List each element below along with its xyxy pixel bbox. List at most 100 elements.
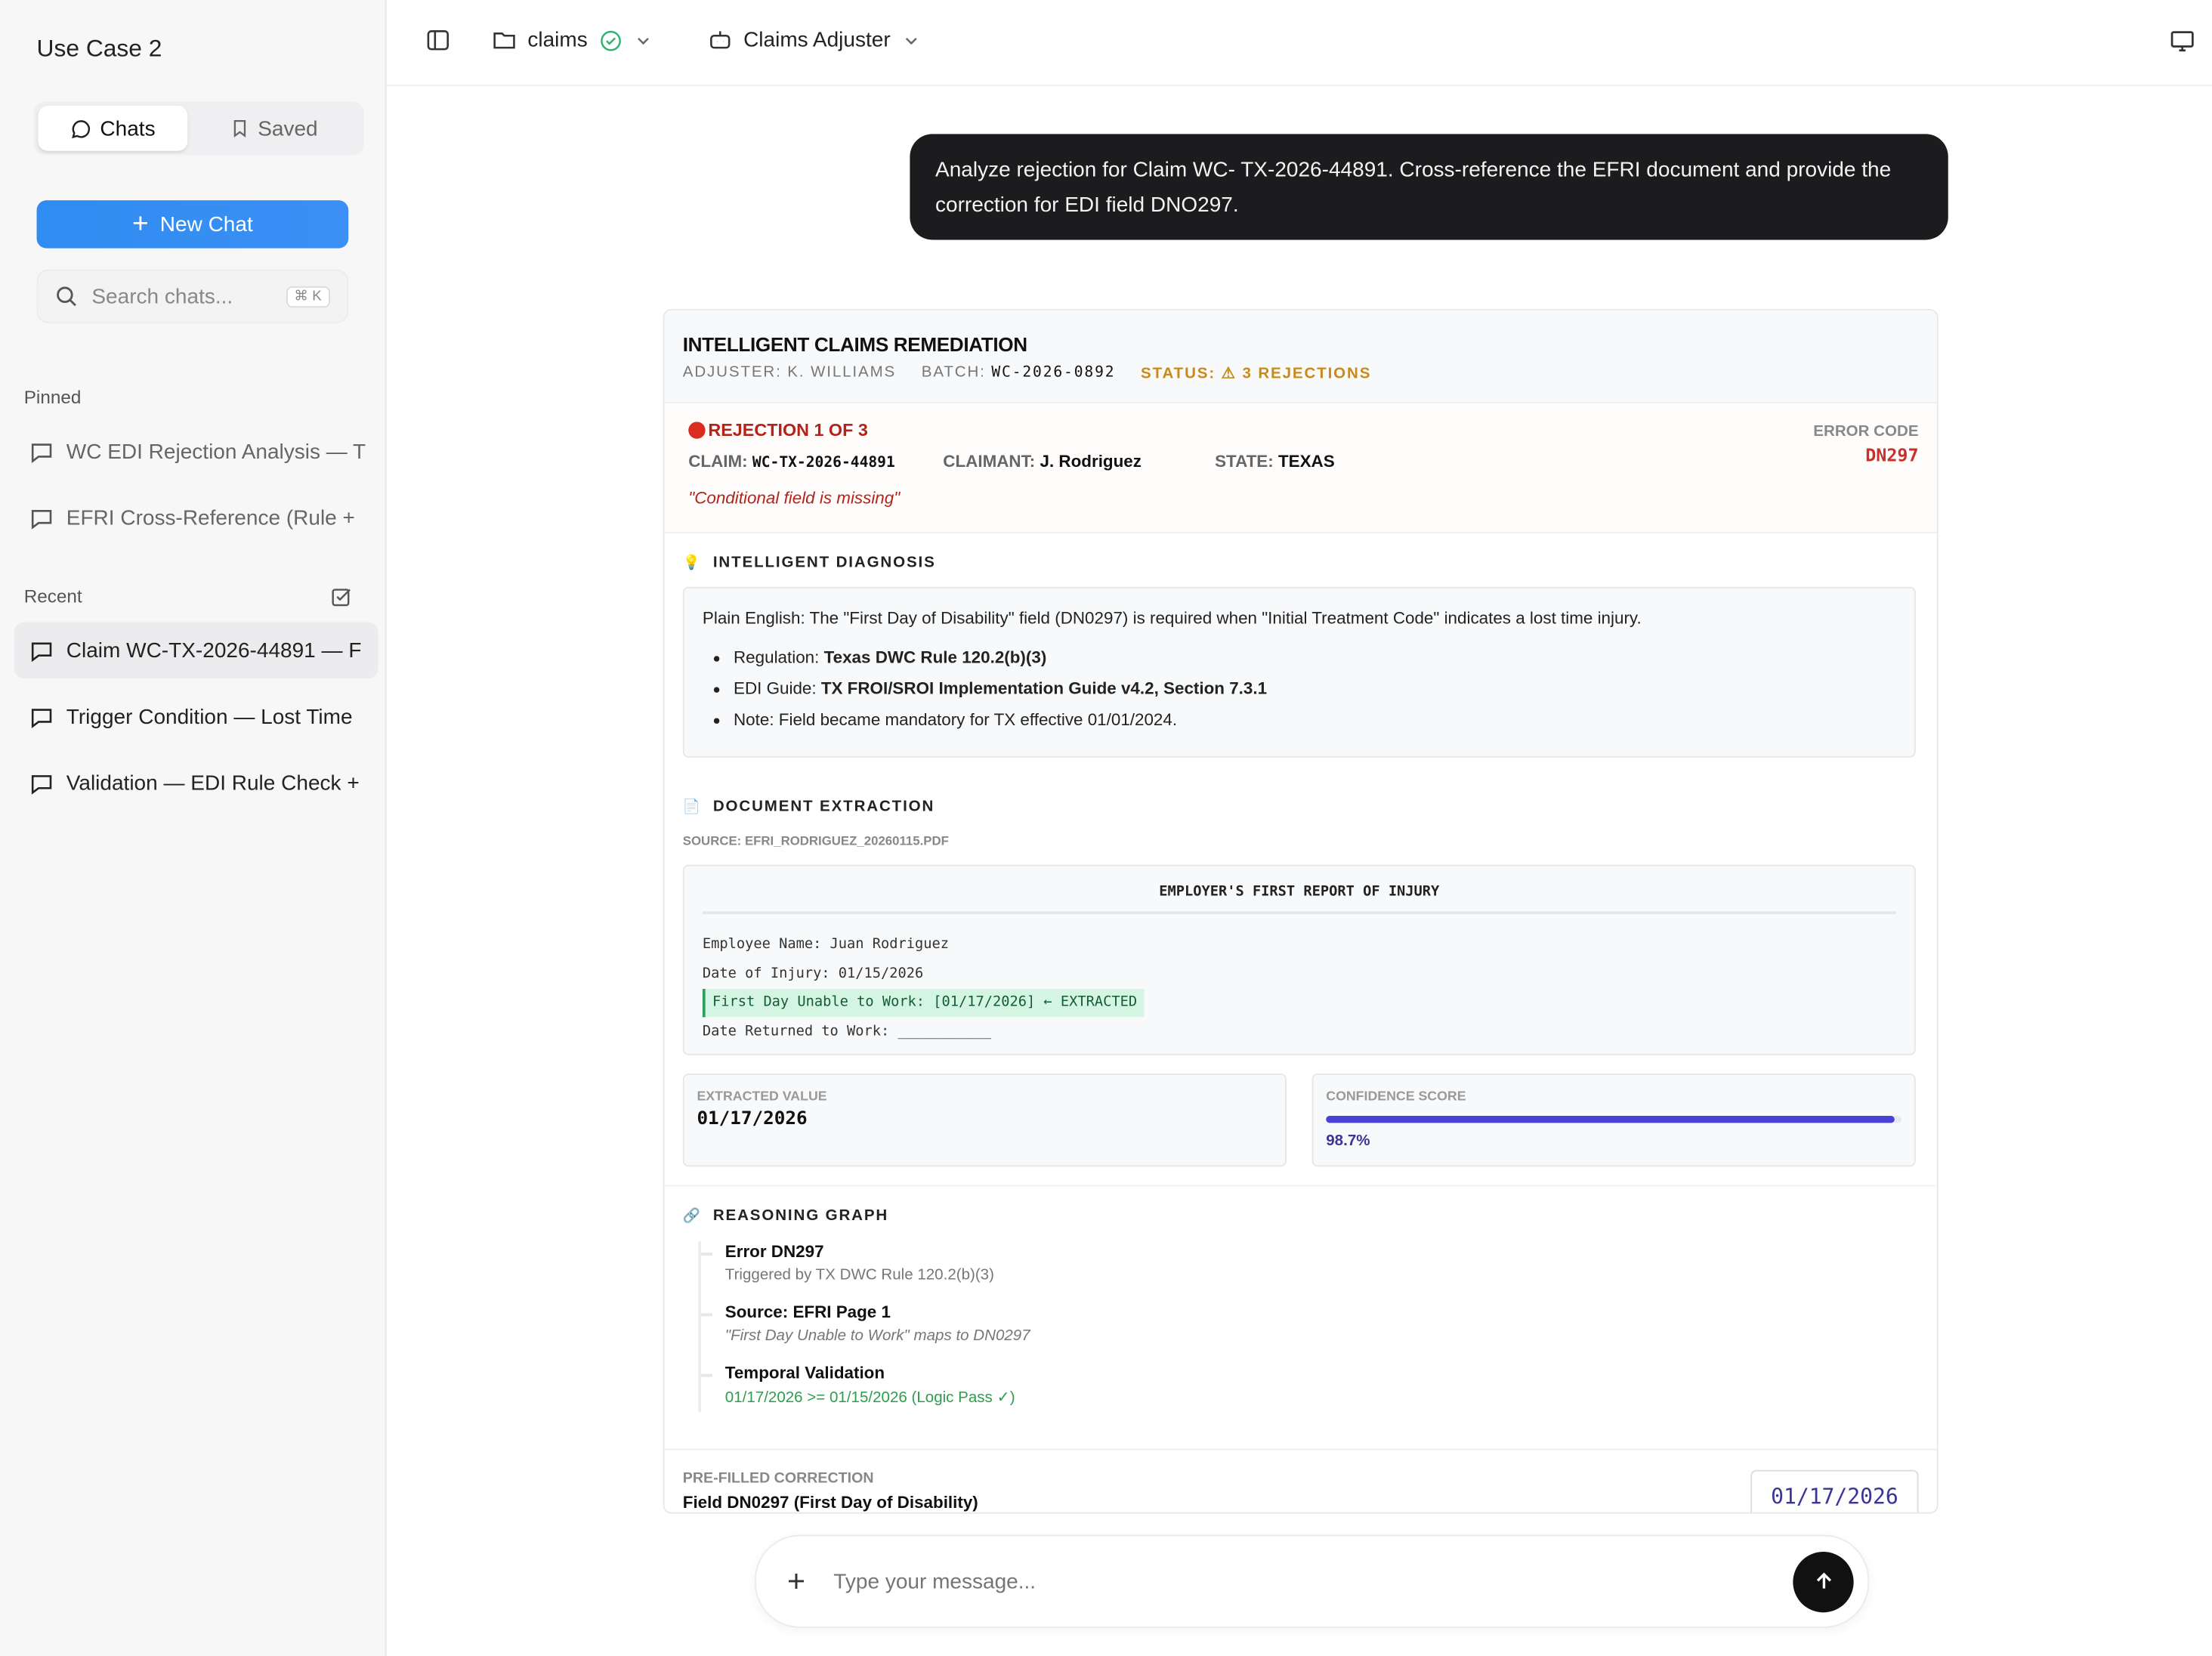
chat-label: Trigger Condition — Lost Time [66, 704, 353, 729]
correction-value-input[interactable]: 01/17/2026 [1750, 1469, 1919, 1512]
search-placeholder: Search chats... [91, 284, 233, 309]
recent-chat-item[interactable]: Claim WC-TX-2026-44891 — F [14, 622, 378, 679]
graph-node: Source: EFRI Page 1 "First Day Unable to … [701, 1302, 1030, 1345]
state: STATE: TEXAS [1215, 451, 1335, 471]
diagnosis-item: EDI Guide: TX FROI/SROI Implementation G… [734, 673, 1896, 704]
recent-label: Recent [23, 585, 82, 607]
folder-icon [493, 32, 515, 49]
adjuster: ADJUSTER: K. WILLIAMS [682, 363, 897, 382]
diagnosis-text: Plain English: The "First Day of Disabil… [702, 607, 1642, 628]
chat-bubble-icon [31, 708, 52, 728]
topbar: claims Claims Adjuster [386, 0, 2212, 86]
diagnosis-title: 💡 INTELLIGENT DIAGNOSIS [682, 554, 936, 572]
document-preview: EMPLOYER'S FIRST REPORT OF INJURY Employ… [682, 864, 1916, 1055]
project-selector[interactable]: claims [493, 28, 653, 52]
plus-icon: + [132, 208, 149, 239]
claim-id: CLAIM: WC-TX-2026-44891 [688, 451, 895, 471]
reasoning-title: 🔗 REASONING GRAPH [682, 1207, 889, 1225]
chat-bubble-icon [71, 119, 90, 138]
extraction-title: 📄 DOCUMENT EXTRACTION [682, 798, 935, 816]
send-button[interactable] [1793, 1551, 1854, 1612]
rejection-title: REJECTION 1 OF 3 [708, 420, 868, 440]
extracted-value-box: EXTRACTED VALUE 01/17/2026 [682, 1074, 1287, 1167]
chat-label: EFRI Cross-Reference (Rule + [66, 505, 355, 530]
project-name: claims [527, 28, 588, 53]
chat-bubble-icon [31, 509, 52, 529]
tab-chats[interactable]: Chats [38, 106, 188, 151]
chat-label: Claim WC-TX-2026-44891 — F [66, 638, 362, 663]
remediation-card: INTELLIGENT CLAIMS REMEDIATION ADJUSTER:… [663, 308, 1939, 1514]
arrow-up-icon [1815, 1572, 1831, 1589]
rejection-panel: REJECTION 1 OF 3 CLAIM: WC-TX-2026-44891… [664, 403, 1937, 533]
tab-label: Saved [258, 116, 318, 141]
chevron-down-icon [906, 37, 918, 45]
correction-field: Field DN0297 (First Day of Disability) [682, 1492, 978, 1512]
card-title: INTELLIGENT CLAIMS REMEDIATION [682, 332, 1027, 356]
sidebar: Use Case 2 Chats Saved + New Chat Search … [0, 0, 387, 1656]
red-circle-icon [688, 422, 706, 439]
message-composer: + [755, 1534, 1870, 1628]
chat-bubble-icon [31, 774, 52, 794]
document-line: Employee Name: Juan Rodriguez [702, 936, 949, 953]
bookmark-icon [233, 119, 246, 138]
chevron-down-icon [637, 37, 648, 45]
check-circle-icon [600, 29, 620, 51]
monitor-icon [2170, 31, 2194, 52]
chat-label: WC EDI Rejection Analysis — T [66, 439, 366, 464]
document-title: EMPLOYER'S FIRST REPORT OF INJURY [702, 885, 1896, 915]
status-badge: STATUS: ⚠ 3 REJECTIONS [1141, 365, 1372, 383]
confidence-bar-fill [1326, 1116, 1895, 1123]
link-icon: 🔗 [682, 1208, 702, 1224]
extracted-line-highlight: First Day Unable to Work: [01/17/2026] ←… [702, 988, 1145, 1018]
batch: BATCH: WC-2026-0892 [921, 363, 1116, 382]
document-icon: 📄 [682, 799, 702, 815]
document-line: Date Returned to Work: ___________ [702, 1023, 992, 1040]
attach-plus-icon[interactable]: + [786, 1562, 805, 1599]
recent-chat-item[interactable]: Validation — EDI Rule Check + [14, 755, 378, 811]
rejection-message: "Conditional field is missing" [688, 488, 901, 508]
diagnosis-item: Regulation: Texas DWC Rule 120.2(b)(3) [734, 642, 1896, 673]
user-message: Analyze rejection for Claim WC- TX-2026-… [910, 134, 1948, 240]
document-line: Date of Injury: 01/15/2026 [702, 965, 924, 981]
chat-bubble-icon [31, 641, 52, 662]
app-title: Use Case 2 [36, 35, 162, 63]
robot-icon [710, 31, 731, 49]
chat-label: Validation — EDI Rule Check + [66, 771, 360, 796]
new-chat-label: New Chat [159, 212, 253, 236]
display-button[interactable] [2170, 28, 2195, 54]
toggle-sidebar-button[interactable] [426, 28, 450, 52]
recent-chat-item[interactable]: Trigger Condition — Lost Time [14, 688, 378, 745]
confidence-bar [1326, 1116, 1902, 1123]
error-code: ERROR CODE DN297 [1813, 423, 1919, 466]
claimant: CLAIMANT: J. Rodriguez [943, 451, 1142, 471]
sidebar-tabs: Chats Saved [33, 101, 364, 156]
shortcut-badge: ⌘ K [286, 286, 330, 307]
source-file: SOURCE: EFRI_RODRIGUEZ_20260115.PDF [682, 833, 949, 848]
pinned-label: Pinned [23, 386, 82, 408]
diagnosis-item: Note: Field became mandatory for TX effe… [734, 704, 1896, 735]
reasoning-graph: Error DN297 Triggered by TX DWC Rule 120.… [698, 1241, 1030, 1413]
graph-node: Error DN297 Triggered by TX DWC Rule 120.… [701, 1241, 1030, 1284]
search-icon [57, 286, 76, 307]
correction-label: PRE-FILLED CORRECTION [682, 1469, 874, 1488]
graph-node: Temporal Validation 01/17/2026 >= 01/15/2… [701, 1363, 1030, 1407]
correction-panel: PRE-FILLED CORRECTION Field DN0297 (Firs… [664, 1448, 1937, 1512]
extracted-value: 01/17/2026 [697, 1108, 808, 1130]
new-chat-button[interactable]: + New Chat [36, 200, 349, 249]
confidence-box: CONFIDENCE SCORE 98.7% [1311, 1074, 1916, 1167]
pinned-chat-item[interactable]: EFRI Cross-Reference (Rule + [14, 490, 378, 546]
confidence-value: 98.7% [1326, 1132, 1370, 1150]
select-chats-icon[interactable] [330, 585, 353, 608]
agent-selector[interactable]: Claims Adjuster [708, 28, 921, 52]
agent-name: Claims Adjuster [743, 28, 891, 53]
lightbulb-icon: 💡 [682, 555, 702, 571]
sidebar-toggle-icon [427, 30, 449, 51]
tab-label: Chats [100, 116, 156, 141]
search-input[interactable]: Search chats... ⌘ K [36, 269, 349, 323]
message-input[interactable] [830, 1568, 1793, 1595]
card-header: INTELLIGENT CLAIMS REMEDIATION ADJUSTER:… [664, 310, 1937, 404]
tab-saved[interactable]: Saved [199, 106, 348, 151]
pinned-chat-item[interactable]: WC EDI Rejection Analysis — T [14, 423, 378, 480]
diagnosis-box: Plain English: The "First Day of Disabil… [682, 586, 1916, 758]
chat-bubble-icon [31, 443, 52, 463]
